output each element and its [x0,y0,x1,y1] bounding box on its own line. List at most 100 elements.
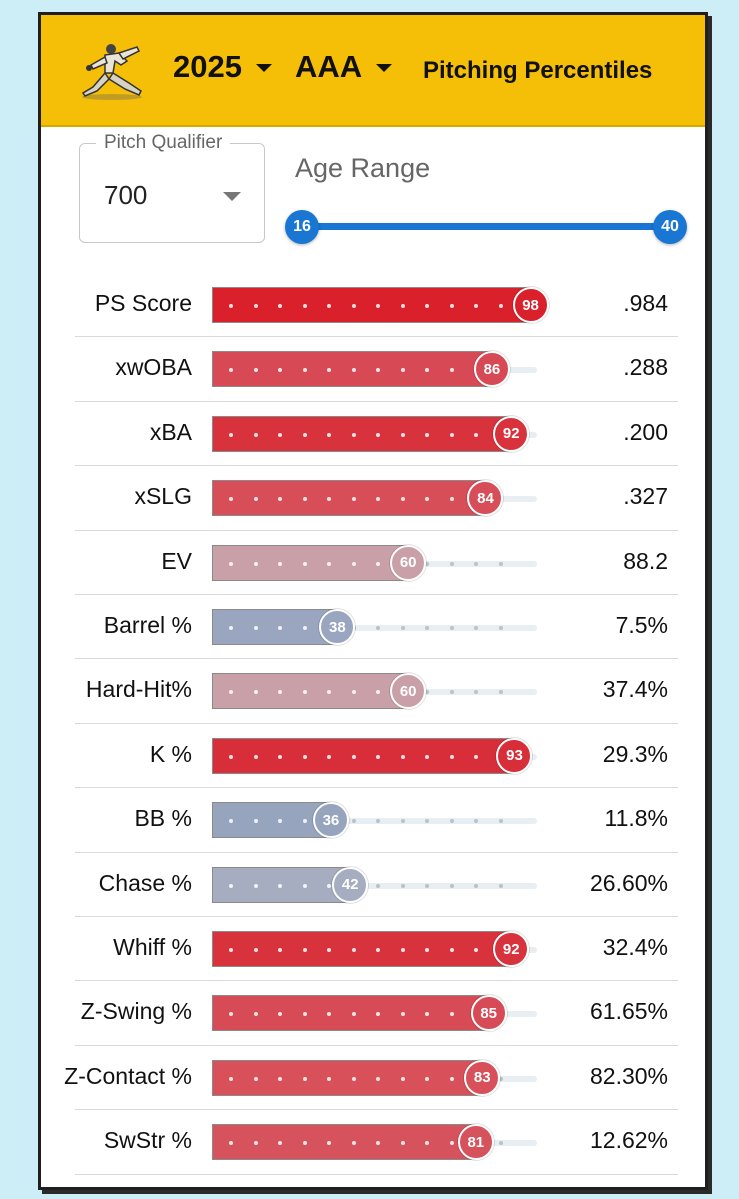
tick-dot [351,304,356,308]
tick-dot [278,1012,282,1017]
metric-value: 88.2 [623,547,668,574]
metric-value: .327 [623,483,668,510]
tick-dot [327,883,331,888]
tick-dot [474,754,478,759]
tick-dot [498,690,503,695]
metric-label: K % [149,740,192,767]
tick-dot [253,1012,258,1017]
tick-dot [253,883,258,888]
tick-dot [400,948,405,952]
tick-dot [376,432,380,437]
level-value: AAA [295,49,363,84]
tick-dot [474,304,478,308]
metric-value: 12.62% [589,1127,668,1154]
metric-label: xwOBA [115,354,192,381]
metric-value: 7.5% [615,612,668,638]
metric-row: Chase % 42 26.60% [41,853,705,917]
tick-dot [449,561,454,566]
tick-dot [425,497,429,502]
tick-dot [302,1076,307,1081]
tick-dot [400,1012,405,1017]
tick-dot [449,1076,454,1081]
row-divider [75,851,678,853]
tick-dot [327,1076,331,1081]
tick-dot [253,948,258,952]
tick-dot [278,1076,282,1081]
tick-dot [253,819,258,824]
tick-dot [376,883,380,888]
metric-row: Whiff % 92 32.4% [41,917,705,982]
year-chevron-down-icon [255,64,272,72]
percentile-badge: 60 [390,673,427,710]
tick-dot [351,1012,356,1017]
tick-dot [400,304,405,308]
year-select[interactable]: 2025 [173,49,272,85]
percentile-bar [212,737,515,774]
tick-dot [327,754,331,759]
tick-dot [474,561,478,566]
row-divider [75,658,678,660]
tick-dot [400,432,405,437]
tick-dot [474,883,478,888]
chevron-down-icon [223,192,241,201]
percentile-badge: 98 [512,287,549,323]
tick-dot [229,1141,233,1146]
row-divider [75,400,678,402]
tick-dot [498,561,503,566]
row-divider [75,787,678,789]
age-range-label: Age Range [295,153,431,183]
metric-row: xBA 92 .200 [41,402,705,467]
metric-label: xSLG [134,483,192,510]
metric-value: .288 [623,354,668,381]
metric-row: xSLG 84 .327 [41,466,705,531]
age-max-thumb[interactable]: 40 [653,210,687,244]
pitch-qualifier-select[interactable]: Pitch Qualifier 700 [79,132,265,243]
metric-value: .984 [623,290,668,316]
percentile-bar [212,802,331,839]
tick-dot [229,626,233,630]
pitch-qualifier-label: Pitch Qualifier [96,132,231,154]
percentile-badge: 93 [496,737,533,774]
row-divider [75,1173,678,1175]
tick-dot [376,690,380,695]
tick-dot [474,432,478,437]
metric-label: Chase % [98,869,192,896]
percentile-badge: 81 [457,1124,494,1161]
tick-dot [253,1076,258,1081]
tick-dot [376,819,380,824]
tick-dot [425,561,429,566]
tick-dot [229,1012,233,1017]
tick-dot [229,819,233,824]
tick-dot [278,819,282,824]
metric-label: Z-Contact % [64,1062,192,1089]
metric-label: BB % [134,805,192,832]
percentile-badge: 42 [332,866,369,903]
metric-label: EV [161,547,192,574]
tick-dot [376,754,380,759]
tick-dot [449,368,454,373]
level-select[interactable]: AAA [295,49,393,85]
age-range-track[interactable] [303,223,673,230]
tick-dot [400,883,405,888]
age-min-thumb[interactable]: 16 [285,210,319,244]
metric-value: 61.65% [589,998,668,1025]
tick-dot [253,368,258,373]
tick-dot [400,1141,405,1146]
percentile-bar [212,1124,476,1161]
tick-dot [425,432,429,437]
page-title: Pitching Percentiles [423,57,653,84]
tick-dot [425,368,429,373]
tick-dot [278,883,282,888]
tick-dot [229,883,233,888]
tick-dot [449,819,454,824]
tick-dot [302,948,307,952]
metric-label: Hard-Hit% [85,676,192,703]
tick-dot [327,561,331,566]
metric-value: .200 [623,418,668,445]
tick-dot [327,1012,331,1017]
tick-dot [253,561,258,566]
percentile-badge: 36 [312,802,349,839]
percentile-bar [212,480,486,517]
tick-dot [449,1012,454,1017]
pitcher-logo-icon [81,44,142,100]
